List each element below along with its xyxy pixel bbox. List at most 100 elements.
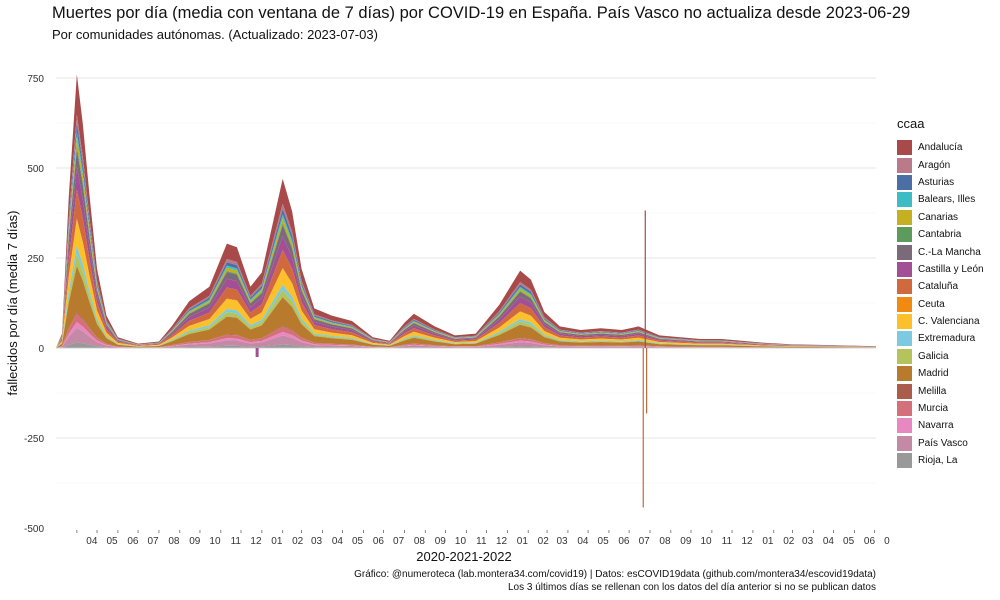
legend-label: Extremadura bbox=[918, 333, 976, 345]
x-tick-label: 03 bbox=[311, 536, 323, 547]
legend-label: Melilla bbox=[918, 385, 947, 397]
x-tick-label: 05 bbox=[843, 536, 855, 547]
x-tick-label: 10 bbox=[209, 536, 221, 547]
x-tick-label: 06 bbox=[864, 536, 876, 547]
legend-item: Madrid bbox=[897, 365, 984, 382]
legend-key bbox=[897, 244, 912, 260]
x-tick-label: 06 bbox=[618, 536, 630, 547]
legend-key bbox=[897, 174, 912, 190]
legend-title: ccaa bbox=[897, 116, 925, 131]
area-c-la-mancha bbox=[56, 149, 876, 348]
legend-item: Galicia bbox=[897, 348, 984, 365]
area-rioja-la bbox=[56, 342, 876, 348]
legend-item: Murcia bbox=[897, 400, 984, 417]
legend-label: Galicia bbox=[918, 350, 949, 362]
legend-key bbox=[897, 435, 912, 451]
area-andaluc-a bbox=[56, 74, 876, 349]
x-tick-label: 07 bbox=[639, 536, 651, 547]
legend-key bbox=[897, 348, 912, 364]
legend-key bbox=[897, 331, 912, 347]
x-tick-label: 06 bbox=[373, 536, 385, 547]
legend: ccaa Andalucía Aragón Asturias Balears, Ill… bbox=[897, 116, 984, 469]
legend-label: C. Valenciana bbox=[918, 316, 980, 328]
x-tick-label: 04 bbox=[86, 536, 98, 547]
x-tick-label: 04 bbox=[823, 536, 835, 547]
area-extremadura bbox=[56, 245, 876, 348]
legend-key bbox=[897, 192, 912, 208]
legend-key bbox=[897, 418, 912, 434]
area-castilla-y-le-n bbox=[56, 166, 876, 348]
legend-label: C.-La Mancha bbox=[918, 246, 981, 258]
x-tick-label: 10 bbox=[700, 536, 712, 547]
y-tick-label: 500 bbox=[27, 164, 44, 175]
x-tick-label: 11 bbox=[231, 536, 242, 547]
x-tick-label: 12 bbox=[250, 536, 262, 547]
legend-label: Andalucía bbox=[918, 142, 963, 154]
legend-key bbox=[897, 401, 912, 417]
caption-credit: Gráfico: @numeroteca (lab.montera34.com/… bbox=[354, 569, 876, 580]
legend-item: País Vasco bbox=[897, 435, 984, 452]
caption-note: Los 3 últimos días se rellenan con los d… bbox=[508, 582, 876, 593]
x-tick-label: 03 bbox=[556, 536, 568, 547]
x-tick-label: 05 bbox=[106, 536, 118, 547]
legend-label: Navarra bbox=[918, 420, 954, 432]
legend-key bbox=[897, 453, 912, 469]
spikes bbox=[255, 210, 648, 508]
legend-item: Castilla y León bbox=[897, 261, 984, 278]
y-axis-label: fallecidos por día (media 7 días) bbox=[5, 211, 20, 396]
legend-key bbox=[897, 157, 912, 173]
x-tick-label: 11 bbox=[476, 536, 487, 547]
x-tick-label: 07 bbox=[148, 536, 160, 547]
area-galicia bbox=[56, 254, 876, 348]
legend-key bbox=[897, 383, 912, 399]
legend-item: Navarra bbox=[897, 417, 984, 434]
x-tick-label: 02 bbox=[783, 536, 795, 547]
area-pa-s-vasco bbox=[56, 327, 876, 348]
x-tick-label: 12 bbox=[741, 536, 753, 547]
legend-key bbox=[897, 366, 912, 382]
x-tick-label: 10 bbox=[455, 536, 467, 547]
legend-item: Balears, Illes bbox=[897, 191, 984, 208]
legend-label: Murcia bbox=[918, 403, 949, 415]
x-tick-label: 05 bbox=[598, 536, 610, 547]
legend-label: País Vasco bbox=[918, 437, 968, 449]
legend-item: Aragón bbox=[897, 156, 984, 173]
stacked-areas bbox=[56, 74, 876, 349]
x-tick-label: 01 bbox=[762, 536, 774, 547]
x-tick-label: 09 bbox=[680, 536, 692, 547]
x-tick-label: 06 bbox=[127, 536, 139, 547]
legend-item: Melilla bbox=[897, 382, 984, 399]
legend-item: Cantabria bbox=[897, 226, 984, 243]
legend-item: Asturias bbox=[897, 174, 984, 191]
x-tick-label: 08 bbox=[414, 536, 426, 547]
legend-label: Ceuta bbox=[918, 298, 945, 310]
x-tick-label: 04 bbox=[332, 536, 344, 547]
legend-item: Rioja, La bbox=[897, 452, 984, 469]
y-tick-label: 0 bbox=[38, 344, 44, 355]
area-murcia bbox=[56, 313, 876, 348]
x-tick-label: 02 bbox=[538, 536, 550, 547]
legend-label: Rioja, La bbox=[918, 455, 958, 467]
area-balears-illes bbox=[56, 132, 876, 348]
legend-label: Balears, Illes bbox=[918, 194, 976, 206]
area-c-valenciana bbox=[56, 219, 876, 348]
x-tick-label: 01 bbox=[517, 536, 529, 547]
chart-subtitle: Por comunidades autónomas. (Actualizado:… bbox=[52, 27, 378, 42]
legend-item: Ceuta bbox=[897, 296, 984, 313]
x-tick-label: 04 bbox=[577, 536, 589, 547]
x-tick-label: 02 bbox=[292, 536, 304, 547]
legend-item: C.-La Mancha bbox=[897, 243, 984, 260]
area-madrid bbox=[56, 265, 876, 348]
x-tick-label: 03 bbox=[802, 536, 814, 547]
legend-label: Canarias bbox=[918, 211, 959, 223]
area-arag-n bbox=[56, 114, 876, 348]
x-tick-label: 08 bbox=[168, 536, 180, 547]
x-tick-label: 09 bbox=[435, 536, 447, 547]
legend-label: Madrid bbox=[918, 368, 949, 380]
legend-key bbox=[897, 227, 912, 243]
y-tick-label: -500 bbox=[24, 524, 44, 535]
legend-item: Canarias bbox=[897, 209, 984, 226]
legend-key bbox=[897, 296, 912, 312]
y-tick-label: -250 bbox=[24, 434, 44, 445]
legend-item: C. Valenciana bbox=[897, 313, 984, 330]
